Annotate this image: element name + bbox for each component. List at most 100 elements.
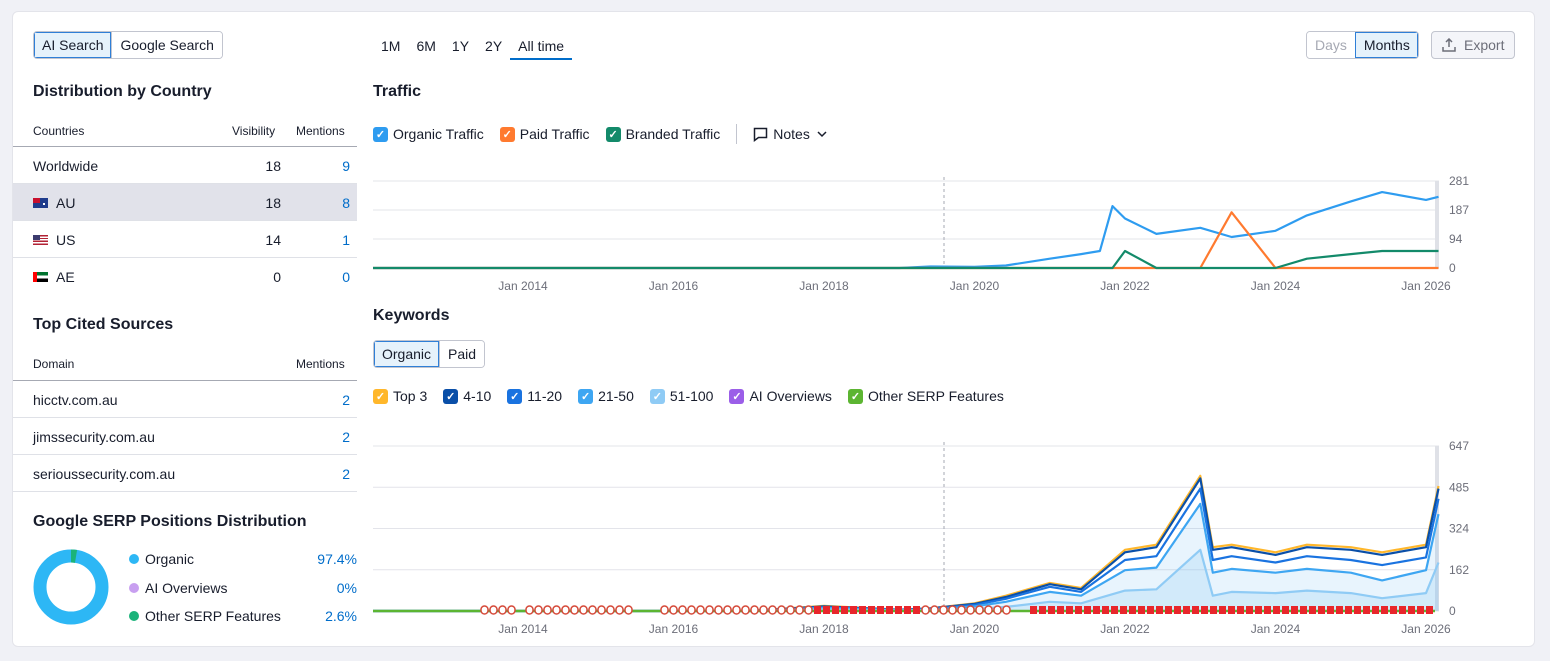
days-option[interactable]: Days (1307, 32, 1355, 58)
serp-feature-marker[interactable] (1210, 606, 1217, 614)
google-search-option[interactable]: Google Search (111, 32, 222, 58)
serp-feature-marker[interactable] (921, 605, 930, 615)
serp-feature-marker[interactable] (723, 605, 732, 615)
serp-feature-marker[interactable] (1174, 606, 1181, 614)
legend-ai-overviews[interactable]: ✓ AI Overviews (729, 388, 832, 404)
paid-option[interactable]: Paid (439, 341, 485, 367)
serp-feature-marker[interactable] (1426, 606, 1433, 614)
serp-feature-marker[interactable] (1156, 606, 1163, 614)
serp-feature-marker[interactable] (966, 605, 975, 615)
serp-feature-marker[interactable] (1219, 606, 1226, 614)
serp-feature-marker[interactable] (877, 606, 884, 614)
serp-feature-marker[interactable] (1327, 606, 1334, 614)
country-mentions-link[interactable]: 9 (342, 158, 350, 174)
source-mentions-link[interactable]: 2 (342, 392, 350, 408)
serp-feature-marker[interactable] (868, 606, 875, 614)
serp-feature-marker[interactable] (759, 605, 768, 615)
serp-feature-marker[interactable] (1147, 606, 1154, 614)
serp-feature-marker[interactable] (1246, 606, 1253, 614)
serp-feature-marker[interactable] (705, 605, 714, 615)
serp-feature-marker[interactable] (606, 605, 615, 615)
serp-feature-marker[interactable] (1417, 606, 1424, 614)
serp-feature-marker[interactable] (1255, 606, 1262, 614)
serp-feature-marker[interactable] (1138, 606, 1145, 614)
serp-feature-marker[interactable] (1318, 606, 1325, 614)
serp-feature-marker[interactable] (1084, 606, 1091, 614)
serp-feature-marker[interactable] (498, 605, 507, 615)
serp-feature-marker[interactable] (948, 605, 957, 615)
legend-4-10[interactable]: ✓ 4-10 (443, 388, 491, 404)
source-mentions-link[interactable]: 2 (342, 466, 350, 482)
serp-feature-marker[interactable] (1291, 606, 1298, 614)
serp-feature-marker[interactable] (913, 606, 920, 614)
export-button[interactable]: Export (1431, 31, 1516, 59)
serp-feature-marker[interactable] (975, 605, 984, 615)
serp-feature-marker[interactable] (732, 605, 741, 615)
legend-branded-traffic[interactable]: ✓ Branded Traffic (605, 126, 720, 142)
tab-2y[interactable]: 2Y (485, 38, 503, 54)
serp-feature-marker[interactable] (561, 605, 570, 615)
serp-feature-marker[interactable] (841, 606, 848, 614)
serp-feature-marker[interactable] (1066, 606, 1073, 614)
serp-feature-marker[interactable] (489, 605, 498, 615)
serp-feature-marker[interactable] (850, 606, 857, 614)
serp-feature-marker[interactable] (1093, 606, 1100, 614)
serp-feature-marker[interactable] (1048, 606, 1055, 614)
serp-feature-marker[interactable] (1183, 606, 1190, 614)
country-row[interactable]: AE 0 0 (13, 258, 357, 295)
tab-all-time[interactable]: All time (510, 38, 573, 60)
serp-feature-marker[interactable] (660, 605, 669, 615)
serp-feature-marker[interactable] (615, 605, 624, 615)
serp-feature-marker[interactable] (1399, 606, 1406, 614)
source-row[interactable]: jimssecurity.com.au 2 (13, 418, 357, 455)
serp-feature-marker[interactable] (777, 605, 786, 615)
serp-feature-marker[interactable] (1345, 606, 1352, 614)
serp-feature-marker[interactable] (525, 605, 534, 615)
serp-feature-marker[interactable] (579, 605, 588, 615)
serp-feature-marker[interactable] (823, 606, 830, 614)
serp-feature-marker[interactable] (957, 605, 966, 615)
serp-feature-marker[interactable] (669, 605, 678, 615)
serp-feature-marker[interactable] (1201, 606, 1208, 614)
serp-feature-marker[interactable] (1057, 606, 1064, 614)
legend-11-20[interactable]: ✓ 11-20 (507, 388, 562, 404)
legend-51-100[interactable]: ✓ 51-100 (649, 388, 713, 404)
country-mentions-link[interactable]: 0 (342, 269, 350, 285)
serp-feature-marker[interactable] (832, 606, 839, 614)
serp-feature-marker[interactable] (895, 606, 902, 614)
serp-feature-marker[interactable] (1120, 606, 1127, 614)
serp-feature-marker[interactable] (1354, 606, 1361, 614)
legend-other-serp[interactable]: ✓ Other SERP Features (847, 388, 1004, 404)
serp-feature-marker[interactable] (741, 605, 750, 615)
serp-feature-marker[interactable] (678, 605, 687, 615)
serp-feature-marker[interactable] (534, 605, 543, 615)
serp-feature-marker[interactable] (1273, 606, 1280, 614)
serp-feature-marker[interactable] (930, 605, 939, 615)
serp-feature-marker[interactable] (1300, 606, 1307, 614)
notes-dropdown[interactable]: Notes (753, 126, 828, 142)
serp-feature-marker[interactable] (570, 605, 579, 615)
country-mentions-link[interactable]: 8 (342, 195, 350, 211)
serp-feature-marker[interactable] (786, 605, 795, 615)
serp-feature-marker[interactable] (804, 605, 813, 615)
serp-feature-marker[interactable] (1390, 606, 1397, 614)
serp-feature-marker[interactable] (687, 605, 696, 615)
serp-feature-marker[interactable] (696, 605, 705, 615)
serp-feature-marker[interactable] (750, 605, 759, 615)
serp-feature-marker[interactable] (597, 605, 606, 615)
serp-feature-marker[interactable] (1309, 606, 1316, 614)
tab-6m[interactable]: 6M (416, 38, 436, 54)
serp-feature-marker[interactable] (859, 606, 866, 614)
tab-1m[interactable]: 1M (381, 38, 401, 54)
serp-feature-marker[interactable] (993, 605, 1002, 615)
serp-feature-marker[interactable] (814, 606, 821, 614)
country-row[interactable]: AU 18 8 (13, 184, 357, 221)
serp-feature-marker[interactable] (552, 605, 561, 615)
serp-feature-marker[interactable] (1228, 606, 1235, 614)
serp-feature-marker[interactable] (624, 605, 633, 615)
serp-feature-marker[interactable] (480, 605, 489, 615)
serp-feature-marker[interactable] (1002, 605, 1011, 615)
months-option[interactable]: Months (1354, 32, 1418, 58)
country-mentions-link[interactable]: 1 (342, 232, 350, 248)
organic-option[interactable]: Organic (374, 341, 440, 367)
